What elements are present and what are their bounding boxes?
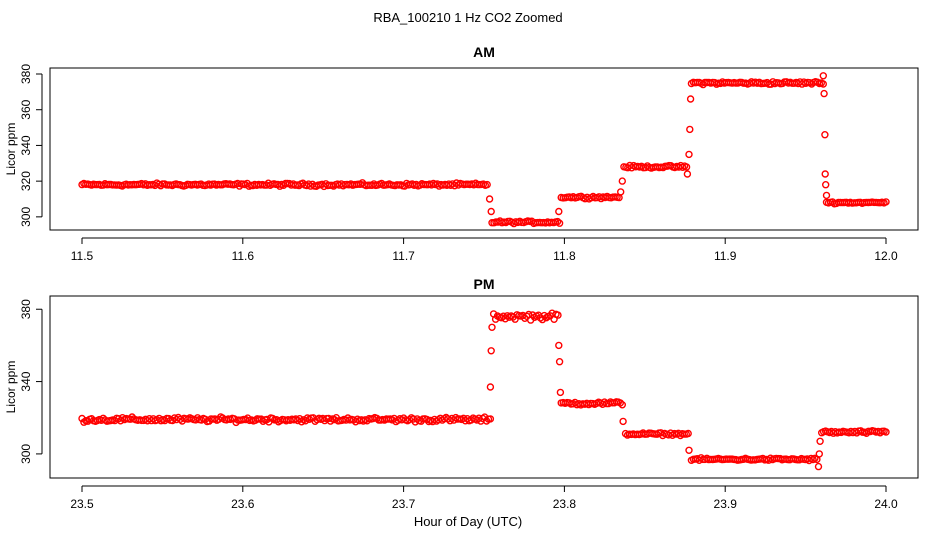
data-point — [554, 311, 562, 319]
data-point — [684, 429, 692, 438]
transition-point — [686, 125, 694, 134]
x-tick-label: 11.9 — [714, 249, 737, 263]
y-tick-label: 340 — [19, 371, 33, 391]
transition-point — [683, 170, 692, 178]
figure-title: RBA_100210 1 Hz CO2 Zoomed — [373, 10, 563, 25]
x-axis-title: Hour of Day (UTC) — [413, 514, 523, 529]
x-tick-label: 23.8 — [553, 497, 577, 511]
transition-point — [816, 437, 824, 445]
data-point — [511, 315, 519, 323]
y-tick-label: 380 — [19, 64, 33, 84]
data-point — [819, 80, 827, 88]
transition-point — [555, 358, 564, 366]
transition-point — [822, 180, 830, 189]
data-point — [882, 198, 890, 206]
transition-point — [822, 191, 831, 200]
transition-point — [485, 195, 494, 203]
data-point — [276, 182, 284, 190]
transition-point — [685, 446, 693, 454]
transition-point — [555, 341, 563, 350]
data-point — [618, 401, 626, 409]
panel-title: PM — [474, 276, 495, 292]
data-points — [78, 309, 890, 471]
x-tick-label: 11.8 — [553, 249, 576, 263]
plot-frame — [49, 295, 919, 479]
transition-point — [686, 95, 695, 103]
x-tick-label: 23.9 — [714, 497, 738, 511]
data-point — [486, 415, 495, 423]
transition-point — [619, 417, 627, 426]
plot-frame — [49, 67, 919, 231]
transition-point — [617, 188, 625, 196]
transition-point — [815, 450, 823, 458]
transition-point — [820, 89, 828, 98]
x-tick-label: 11.6 — [232, 249, 255, 263]
y-tick-label: 340 — [19, 135, 33, 155]
data-points — [78, 72, 890, 228]
transition-point — [487, 347, 495, 355]
data-point — [538, 315, 547, 324]
transition-point — [821, 130, 829, 139]
data-point — [882, 428, 890, 436]
transition-point — [618, 177, 626, 185]
transition-point — [556, 388, 565, 397]
panel-pm: PM Licor ppm 23.5 23.6 23.7 23.8 23.9 24.0 300 34… — [4, 276, 919, 511]
transition-point — [555, 207, 563, 216]
x-tick-label: 23.6 — [231, 497, 255, 511]
transition-point — [487, 207, 495, 216]
x-tick-label: 12.0 — [874, 249, 898, 263]
data-point — [555, 219, 564, 227]
data-point — [510, 219, 518, 228]
y-tick-label: 380 — [19, 299, 33, 319]
transition-point — [814, 462, 823, 471]
x-tick-label: 11.7 — [392, 249, 415, 263]
data-point — [482, 417, 491, 425]
y-tick-label: 300 — [19, 207, 33, 227]
transition-point — [486, 383, 495, 391]
data-point — [616, 399, 624, 407]
data-point — [483, 180, 491, 189]
panel-title: AM — [473, 44, 495, 60]
x-tick-label: 11.5 — [71, 249, 94, 263]
x-tick-label: 23.5 — [70, 497, 94, 511]
y-axis-label: Licor ppm — [4, 361, 18, 414]
transition-point — [488, 323, 496, 331]
y-axis-label: Licor ppm — [4, 123, 18, 176]
panel-am: AM Licor ppm 11.5 11.6 11.7 11.8 11.9 12.0 300 32… — [4, 44, 919, 263]
transition-point — [821, 170, 829, 178]
x-tick-label: 23.7 — [392, 497, 416, 511]
data-point — [682, 163, 691, 171]
y-tick-label: 320 — [19, 171, 33, 191]
transition-point — [819, 72, 827, 80]
x-tick-label: 24.0 — [874, 497, 898, 511]
y-tick-label: 360 — [19, 99, 33, 119]
transition-point — [685, 150, 693, 159]
data-point — [297, 418, 306, 426]
data-point — [862, 429, 871, 437]
y-tick-label: 300 — [19, 444, 33, 464]
